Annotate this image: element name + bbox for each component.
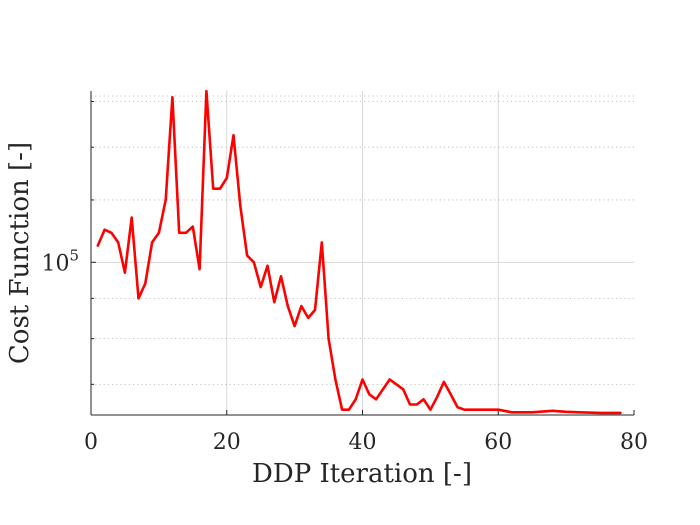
x-tick-label: 40 — [349, 430, 377, 455]
x-tick-label: 80 — [620, 430, 648, 455]
y-tick-label: 105 — [41, 246, 79, 276]
axes — [90, 91, 635, 416]
x-axis-label: DDP Iteration [-] — [252, 459, 472, 489]
cost-function-line — [96, 89, 622, 415]
y-axis-label: Cost Function [-] — [5, 142, 35, 364]
grid — [91, 91, 634, 415]
series-layer — [96, 89, 622, 415]
x-tick-label: 60 — [484, 430, 512, 455]
x-tick-label: 20 — [213, 430, 241, 455]
x-tick-label: 0 — [84, 430, 98, 455]
tick-labels: 0 20 40 60 80 105 — [41, 246, 648, 455]
